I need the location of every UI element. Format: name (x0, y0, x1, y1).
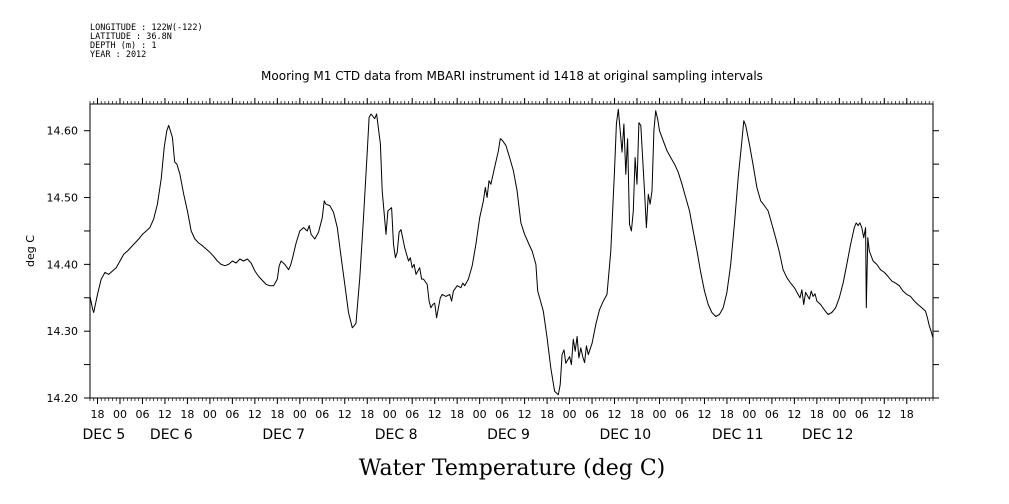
x-tick-label: 18 (360, 408, 374, 421)
x-tick-label: 12 (248, 408, 262, 421)
x-tick-label: 00 (113, 408, 127, 421)
x-tick-label: 00 (563, 408, 577, 421)
x-tick-label: 12 (338, 408, 352, 421)
x-tick-label: 00 (293, 408, 307, 421)
x-tick-label: 12 (518, 408, 532, 421)
x-tick-label: 06 (675, 408, 689, 421)
x-tick-label: 06 (225, 408, 239, 421)
x-tick-label: 06 (855, 408, 869, 421)
x-tick-label: 00 (203, 408, 217, 421)
plot-frame (89, 103, 934, 399)
x-tick-label: 00 (652, 408, 666, 421)
x-tick-label: 12 (608, 408, 622, 421)
x-tick-label: 18 (720, 408, 734, 421)
x-tick-label: 06 (585, 408, 599, 421)
x-day-label: DEC 12 (802, 427, 854, 443)
x-tick-label: 18 (630, 408, 644, 421)
metadata-block: LONGITUDE : 122W(-122) LATITUDE : 36.8N … (90, 23, 203, 60)
x-tick-label: 06 (315, 408, 329, 421)
x-day-label: DEC 11 (712, 427, 764, 443)
x-tick-label: 06 (405, 408, 419, 421)
x-tick-label: 00 (473, 408, 487, 421)
x-day-label: DEC 7 (262, 427, 305, 443)
x-day-label: DEC 8 (375, 427, 418, 443)
x-tick-label: 18 (900, 408, 914, 421)
x-axis-ticks: 18 00 06 12 18 00 06 12 18 00 06 12 18 00 06 12 18 00 06 12… (82, 98, 914, 443)
y-tick-label: 14.30 (47, 325, 79, 338)
x-tick-label: 18 (180, 408, 194, 421)
x-tick-label: 18 (810, 408, 824, 421)
x-tick-label: 00 (832, 408, 846, 421)
y-axis-ticks: 14.20 14.30 14.40 14.50 14.60 (47, 125, 939, 405)
x-tick-label: 12 (158, 408, 172, 421)
y-axis-label: deg C (24, 235, 37, 267)
meta-depth: DEPTH (m) : 1 (90, 41, 157, 51)
x-day-label: DEC 5 (82, 427, 125, 443)
x-tick-label: 12 (877, 408, 891, 421)
series-line-water-temperature (89, 108, 934, 396)
minor-ticks (89, 101, 934, 401)
x-tick-label: 12 (697, 408, 711, 421)
x-tick-label: 18 (90, 408, 104, 421)
x-day-label: DEC 10 (600, 427, 652, 443)
y-tick-label: 14.20 (47, 392, 79, 405)
x-axis-title: Water Temperature (deg C) (359, 456, 666, 481)
x-tick-label: 06 (765, 408, 779, 421)
y-tick-label: 14.60 (47, 125, 79, 138)
x-tick-label: 06 (135, 408, 149, 421)
x-tick-label: 12 (787, 408, 801, 421)
x-tick-label: 18 (540, 408, 554, 421)
x-tick-label: 18 (450, 408, 464, 421)
chart-title: Mooring M1 CTD data from MBARI instrumen… (261, 69, 763, 83)
x-tick-label: 18 (270, 408, 284, 421)
x-tick-label: 12 (428, 408, 442, 421)
meta-latitude: LATITUDE : 36.8N (90, 32, 172, 42)
y-tick-label: 14.50 (47, 192, 79, 205)
x-day-label: DEC 6 (150, 427, 193, 443)
y-tick-label: 14.40 (47, 258, 79, 271)
meta-year: YEAR : 2012 (90, 50, 146, 60)
x-tick-label: 00 (383, 408, 397, 421)
x-tick-label: 06 (495, 408, 509, 421)
x-tick-label: 00 (742, 408, 756, 421)
meta-longitude: LONGITUDE : 122W(-122) (90, 23, 203, 33)
x-day-label: DEC 9 (487, 427, 530, 443)
